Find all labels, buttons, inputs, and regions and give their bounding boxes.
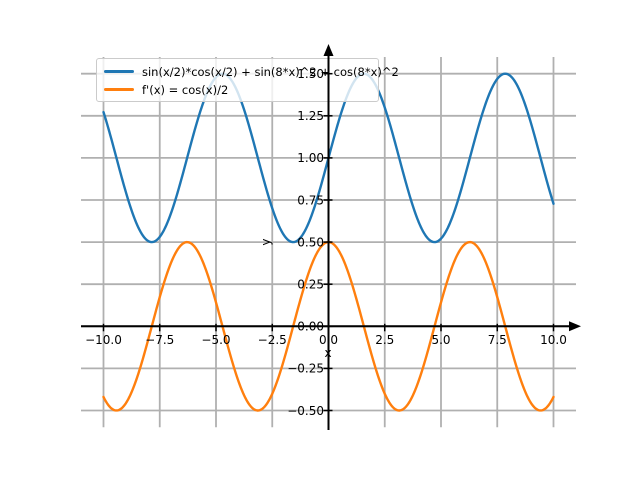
legend-label-series2: f'(x) = cos(x)/2 xyxy=(142,82,229,97)
y-tick-label: −0.50 xyxy=(287,404,324,418)
x-tick-label: −7.5 xyxy=(145,333,174,347)
legend-line-sample-series2 xyxy=(104,88,134,91)
x-tick-label: 5.0 xyxy=(431,333,450,347)
legend-line-sample-series1 xyxy=(104,70,134,73)
x-tick-label: −10.0 xyxy=(85,333,122,347)
legend-label-series1: sin(x/2)*cos(x/2) + sin(8*x)^2 + cos(8*x… xyxy=(142,64,399,79)
x-tick-label: 10.0 xyxy=(540,333,567,347)
y-tick-label: 0.25 xyxy=(297,278,324,292)
y-tick-label: 1.25 xyxy=(297,109,324,123)
x-axis-arrow-icon xyxy=(569,321,581,332)
y-tick-label: 1.00 xyxy=(297,151,324,165)
x-tick-label: 7.5 xyxy=(488,333,507,347)
x-tick-label: −2.5 xyxy=(258,333,287,347)
y-axis-arrow-icon xyxy=(323,44,334,56)
y-tick-label: 0.50 xyxy=(297,235,324,249)
x-tick-label: 2.5 xyxy=(375,333,394,347)
x-axis-label: x xyxy=(324,346,332,360)
legend-entry: sin(x/2)*cos(x/2) + sin(8*x)^2 + cos(8*x… xyxy=(104,64,399,79)
y-tick-label: 0.75 xyxy=(297,193,324,207)
y-tick-label: −0.25 xyxy=(287,362,324,376)
x-tick-label: −5.0 xyxy=(201,333,230,347)
y-tick-label: 1.50 xyxy=(297,67,324,81)
legend-entry: f'(x) = cos(x)/2 xyxy=(104,82,371,97)
y-axis-label: y xyxy=(259,238,273,246)
legend: sin(x/2)*cos(x/2) + sin(8*x)^2 + cos(8*x… xyxy=(96,58,399,102)
